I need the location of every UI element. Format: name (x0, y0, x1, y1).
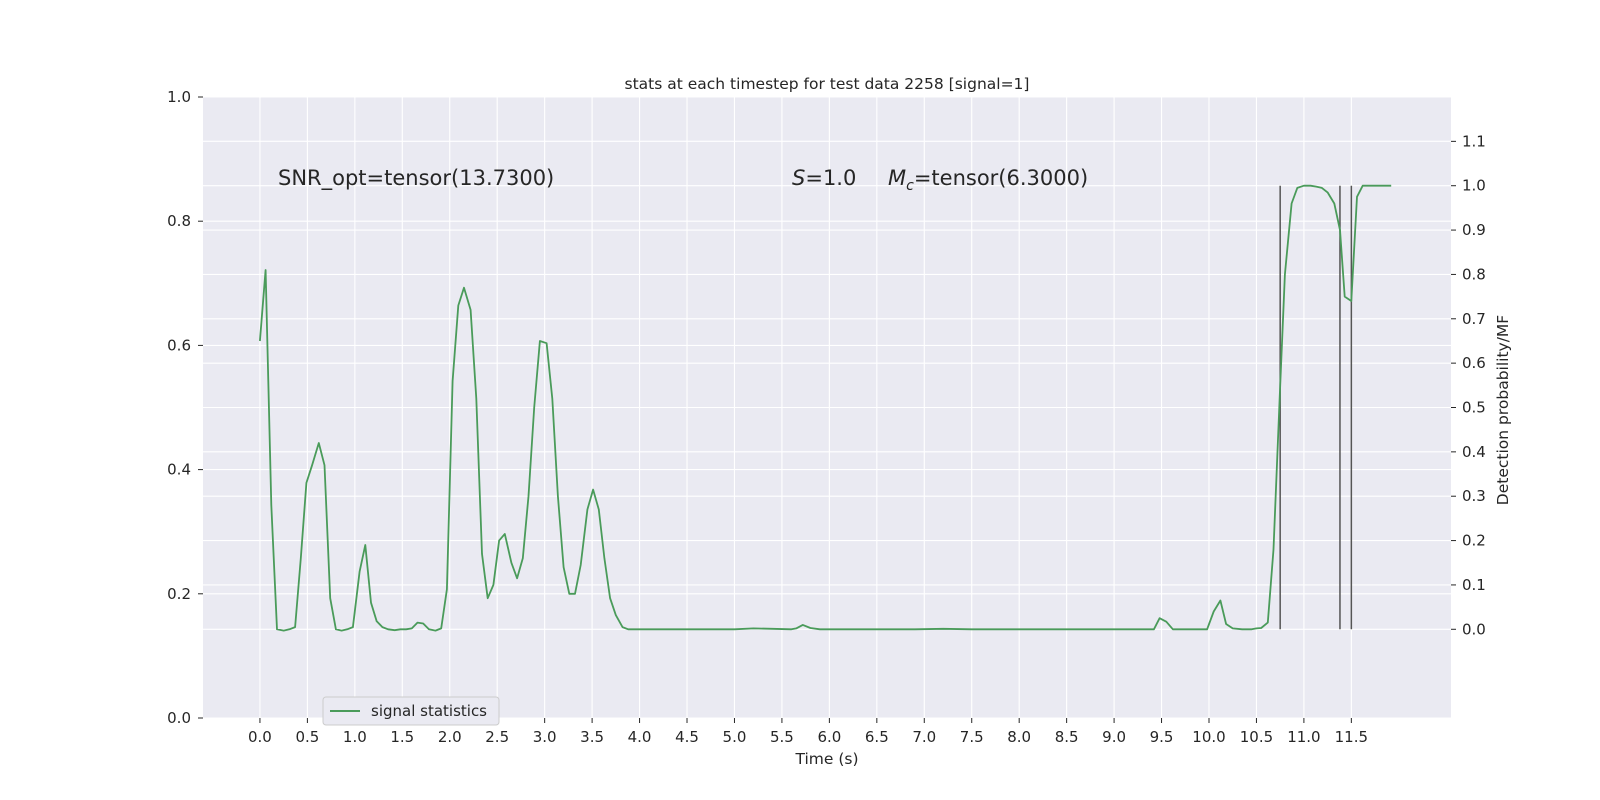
s-annotation: S=1.0 (792, 166, 856, 190)
x-tick-label: 2.0 (438, 728, 462, 746)
y-right-tick-label: 0.9 (1462, 221, 1486, 239)
y-right-tick-label: 0.1 (1462, 576, 1486, 594)
y-right-tick-label: 0.7 (1462, 310, 1486, 328)
y-right-tick-label: 0.0 (1462, 620, 1486, 638)
chart-title: stats at each timestep for test data 225… (625, 75, 1030, 93)
y-left-tick-label: 0.4 (167, 461, 191, 479)
mc-annotation: Mc=tensor(6.3000) (888, 166, 1088, 194)
y-right-tick-label: 1.1 (1462, 132, 1486, 150)
y-right-tick-label: 0.4 (1462, 443, 1486, 461)
y-left-tick-label: 0.8 (167, 212, 191, 230)
x-tick-label: 0.5 (295, 728, 319, 746)
y-left-tick-label: 1.0 (167, 88, 191, 106)
x-tick-label: 4.0 (628, 728, 652, 746)
x-tick-label: 10.0 (1192, 728, 1225, 746)
x-tick-label: 9.0 (1102, 728, 1126, 746)
y-left-tick-label: 0.2 (167, 585, 191, 603)
legend-label: signal statistics (371, 702, 487, 720)
x-axis-ticks: 0.0 0.5 1.0 1.5 2.0 2.5 3.0 3.5 4.0 4.5 5.0 5.5 6.0 6… (248, 718, 1368, 746)
x-tick-label: 1.5 (390, 728, 414, 746)
y-right-tick-label: 0.3 (1462, 487, 1486, 505)
y-right-tick-label: 0.5 (1462, 399, 1486, 417)
x-tick-label: 5.5 (770, 728, 794, 746)
y-right-tick-label: 0.2 (1462, 532, 1486, 550)
x-axis-label: Time (s) (794, 750, 858, 768)
x-tick-label: 3.5 (580, 728, 604, 746)
grid (203, 96, 1451, 719)
snr-annotation: SNR_opt=tensor(13.7300) (278, 166, 554, 191)
x-tick-label: 6.5 (865, 728, 889, 746)
x-tick-label: 2.5 (485, 728, 509, 746)
x-tick-label: 9.5 (1150, 728, 1174, 746)
x-tick-label: 5.0 (723, 728, 747, 746)
x-tick-label: 11.5 (1335, 728, 1368, 746)
x-tick-label: 6.0 (817, 728, 841, 746)
y-right-tick-label: 0.8 (1462, 265, 1486, 283)
x-tick-label: 7.5 (960, 728, 984, 746)
y-left-tick-label: 0.6 (167, 336, 191, 354)
x-tick-label: 1.0 (343, 728, 367, 746)
x-tick-label: 11.0 (1287, 728, 1320, 746)
x-tick-label: 0.0 (248, 728, 272, 746)
y-right-tick-label: 0.6 (1462, 354, 1486, 372)
y-right-axis-label: Detection probability/MF (1494, 315, 1512, 506)
mc-value: =tensor(6.3000) (914, 166, 1088, 190)
series-layer (259, 184, 1392, 632)
mc-symbol: M (888, 166, 906, 190)
x-tick-label: 8.5 (1055, 728, 1079, 746)
y-right-tick-label: 1.0 (1462, 177, 1486, 195)
legend: signal statistics (322, 696, 500, 726)
mc-subscript: c (906, 178, 914, 194)
s-symbol: S (792, 166, 805, 190)
x-tick-label: 3.0 (533, 728, 557, 746)
x-tick-label: 7.0 (912, 728, 936, 746)
legend-box (322, 696, 500, 726)
y-left-axis-ticks: 0.0 0.2 0.4 0.6 0.8 1.0 (167, 88, 203, 727)
x-tick-label: 4.5 (675, 728, 699, 746)
y-right-axis-ticks: 0.0 0.1 0.2 0.3 0.4 0.5 0.6 0.7 0.8 0.9 1.0 1.1 (1451, 132, 1486, 638)
y-left-tick-label: 0.0 (167, 709, 191, 727)
x-tick-label: 8.0 (1007, 728, 1031, 746)
series-line (259, 184, 1392, 632)
s-value: =1.0 (805, 166, 856, 190)
x-tick-label: 10.5 (1240, 728, 1273, 746)
